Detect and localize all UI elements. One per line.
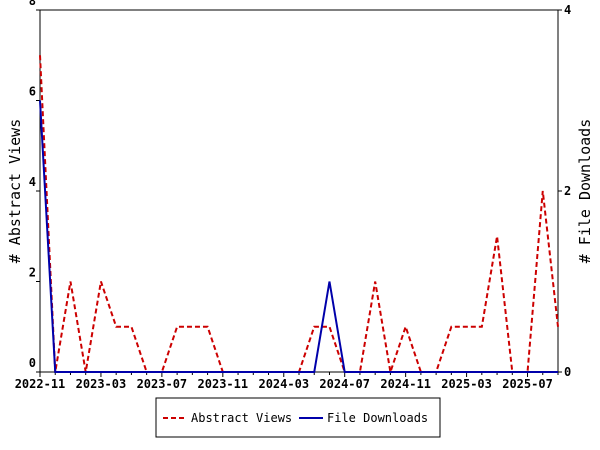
plot-frame [39,9,559,373]
y2-axis-label: # File Downloads [576,119,594,264]
x-tick-label: 2025-03 [441,377,492,391]
x-tick-label: 2023-11 [198,377,249,391]
legend-label: File Downloads [327,411,428,425]
x-tick-label: 2023-07 [137,377,188,391]
series-line [39,100,558,373]
x-tick-label: 2024-07 [319,377,370,391]
x-tick-label: 2024-03 [258,377,309,391]
y2-tick-label: 4 [564,3,571,17]
legend [155,397,441,438]
y-tick-label: 8 [29,0,36,8]
y-tick-label: 6 [29,85,36,99]
y-tick-label: 0 [29,356,36,370]
series-line [39,55,559,373]
y2-tick-label: 0 [564,365,571,379]
y-tick-label: 4 [29,175,36,189]
x-tick-label: 2023-03 [76,377,127,391]
x-tick-label: 2022-11 [15,377,66,391]
y-axis-label: # Abstract Views [6,119,24,264]
x-tick-label: 2024-11 [380,377,431,391]
y-tick-label: 2 [29,266,36,280]
x-tick-label: 2025-07 [502,377,553,391]
legend-label: Abstract Views [191,411,292,425]
y2-tick-label: 2 [564,184,571,198]
